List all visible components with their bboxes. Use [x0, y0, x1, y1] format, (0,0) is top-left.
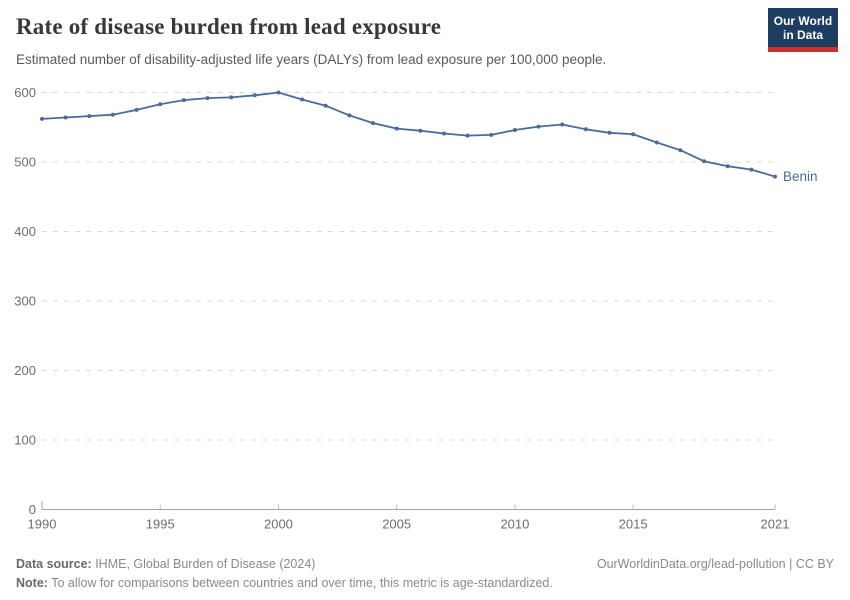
data-point [134, 107, 139, 112]
x-tick-label: 2000 [264, 517, 293, 532]
owid-logo-line2: in Data [782, 27, 823, 42]
data-point [560, 122, 565, 127]
data-point [229, 95, 234, 100]
series-end-label: Benin [783, 169, 818, 184]
line-chart: 0 100 200 300 400 500 600 1990 1995 2000 2005 2010 2… [14, 85, 818, 532]
data-point [63, 115, 68, 120]
page-title: Rate of disease burden from lead exposur… [16, 14, 442, 39]
footer-note: Note: To allow for comparisons between c… [16, 576, 834, 590]
chart-footer: Data source: IHME, Global Burden of Dise… [16, 557, 834, 590]
data-point [678, 148, 683, 153]
data-point [773, 174, 777, 179]
y-tick-label: 200 [14, 363, 36, 378]
x-tick-label: 2015 [619, 517, 648, 532]
owid-logo-line1: Our World [773, 13, 833, 28]
y-tick-label: 0 [29, 502, 36, 517]
data-point [110, 112, 115, 117]
owid-logo: Our World in Data [768, 8, 838, 52]
data-source-value: IHME, Global Burden of Disease (2024) [91, 557, 316, 571]
data-point [749, 167, 754, 172]
data-source-text: Data source: IHME, Global Burden of Dise… [16, 557, 315, 571]
y-tick-label: 500 [14, 155, 36, 170]
x-tick-label: 2005 [382, 517, 411, 532]
data-point [654, 140, 659, 145]
chart-subtitle: Estimated number of disability-adjusted … [16, 52, 607, 67]
data-point [583, 127, 588, 132]
data-point [702, 159, 707, 164]
data-point [489, 132, 494, 137]
data-point [87, 114, 92, 119]
data-point [252, 93, 257, 98]
y-tick-label: 400 [14, 224, 36, 239]
data-point [158, 102, 163, 107]
data-point [40, 116, 44, 121]
data-point [512, 128, 517, 132]
data-point [631, 132, 636, 137]
y-tick-label: 100 [14, 433, 36, 448]
x-tick-label: 2010 [500, 517, 529, 532]
footer-note-value: To allow for comparisons between countri… [47, 576, 553, 590]
data-point [394, 126, 399, 131]
data-point [323, 103, 328, 108]
data-point [181, 98, 186, 103]
y-tick-label: 600 [14, 85, 36, 100]
y-tick-label: 300 [14, 294, 36, 309]
data-point [347, 113, 352, 118]
data-point [465, 133, 470, 138]
data-point [300, 97, 305, 102]
data-point [371, 121, 375, 126]
x-tick-label: 1995 [146, 517, 175, 532]
x-tick-label: 2021 [761, 517, 790, 532]
data-point [205, 96, 210, 101]
data-point [276, 90, 281, 95]
data-point [442, 131, 446, 136]
data-point [418, 128, 423, 133]
data-point [725, 164, 730, 169]
footer-link[interactable]: OurWorldinData.org/lead-pollution | CC B… [596, 557, 834, 571]
series-line [41, 91, 776, 178]
x-tick-label: 1990 [28, 517, 57, 532]
data-point [607, 130, 612, 135]
footer-note-label: Note: [16, 576, 48, 590]
data-source-label: Data source: [16, 557, 92, 571]
data-point [536, 124, 541, 129]
